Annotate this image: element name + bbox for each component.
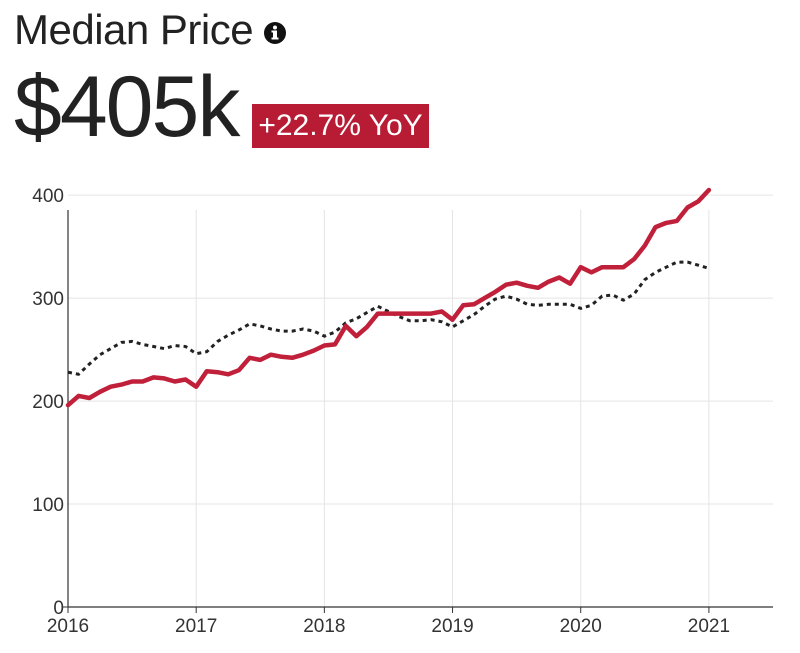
y-tick-label: 100	[32, 495, 64, 516]
series-lines	[65, 187, 712, 408]
title-row: Median Price	[14, 4, 429, 56]
price-row: $405k +22.7% YoY	[14, 62, 429, 152]
y-tick-label: 0	[53, 598, 64, 619]
x-axis-tick-labels: 2016 2017 2018 2019 2020 2021	[47, 616, 730, 637]
series-line-comparison	[67, 260, 710, 376]
metric-title: Median Price	[14, 6, 254, 53]
x-tick-label: 2017	[175, 616, 217, 637]
y-tick-label: 200	[32, 392, 64, 413]
y-axis-tick-labels: 0 100 200 300 400	[32, 186, 64, 619]
y-tick-label: 300	[32, 289, 64, 310]
x-tick-label: 2021	[688, 616, 730, 637]
yoy-change-badge: +22.7% YoY	[252, 104, 429, 148]
grid-lines	[68, 194, 773, 607]
x-tick-label: 2019	[431, 616, 473, 637]
x-tick-label: 2016	[47, 616, 89, 637]
y-tick-label: 400	[32, 186, 64, 207]
axes	[62, 210, 773, 613]
x-tick-label: 2020	[560, 616, 602, 637]
series-line-median-price	[65, 187, 712, 408]
median-price-value: $405k	[14, 59, 240, 155]
x-tick-label: 2018	[303, 616, 345, 637]
info-circle-icon[interactable]	[263, 21, 287, 45]
metric-header: Median Price $405k +22.7% YoY	[14, 4, 429, 152]
